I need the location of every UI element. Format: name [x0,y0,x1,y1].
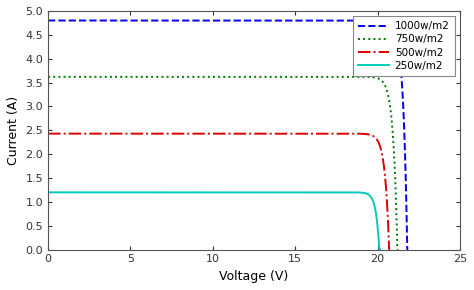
1000w/m2 [253,19,258,22]
1000w/m2 [290,19,295,22]
X-axis label: Voltage (V): Voltage (V) [219,270,289,283]
Line: 1000w/m2: 1000w/m2 [48,21,408,250]
500w/m2 [46,132,51,135]
1000w/m2 [369,19,374,22]
250w/m2 [46,191,51,194]
750w/m2 [110,75,116,79]
Legend: 1000w/m2, 750w/m2, 500w/m2, 250w/m2: 1000w/m2, 750w/m2, 500w/m2, 250w/m2 [353,16,455,76]
250w/m2 [271,191,277,194]
500w/m2 [94,132,100,135]
750w/m2 [395,248,401,251]
1000w/m2 [46,19,51,22]
750w/m2 [228,75,234,79]
750w/m2 [243,75,249,79]
250w/m2 [55,191,61,194]
750w/m2 [395,248,401,251]
1000w/m2 [95,19,100,22]
Line: 500w/m2: 500w/m2 [48,134,390,250]
750w/m2 [104,75,109,79]
500w/m2 [367,133,373,136]
Line: 250w/m2: 250w/m2 [48,192,380,250]
750w/m2 [325,75,331,79]
500w/m2 [387,248,393,251]
250w/m2 [116,191,121,194]
250w/m2 [109,191,115,194]
500w/m2 [295,132,301,135]
250w/m2 [377,248,383,251]
250w/m2 [376,248,382,251]
500w/m2 [97,132,103,135]
1000w/m2 [405,248,411,251]
500w/m2 [386,248,392,251]
250w/m2 [241,191,247,194]
500w/m2 [312,132,318,135]
250w/m2 [227,191,232,194]
500w/m2 [145,132,151,135]
750w/m2 [46,75,51,79]
1000w/m2 [86,19,91,22]
Y-axis label: Current (A): Current (A) [7,96,20,165]
Line: 750w/m2: 750w/m2 [48,77,398,250]
1000w/m2 [210,19,216,22]
750w/m2 [209,75,214,79]
1000w/m2 [405,248,410,251]
